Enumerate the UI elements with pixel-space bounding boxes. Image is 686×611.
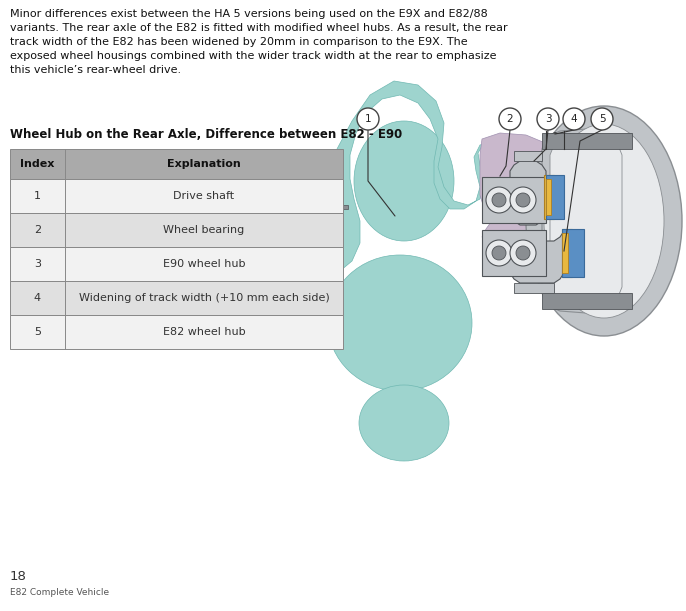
Ellipse shape — [359, 385, 449, 461]
Bar — [542, 133, 632, 149]
Ellipse shape — [492, 193, 506, 207]
Polygon shape — [482, 193, 564, 251]
Bar — [562, 229, 572, 277]
Bar — [10, 247, 343, 281]
Text: Index: Index — [21, 159, 55, 169]
Text: E90 wheel hub: E90 wheel hub — [163, 259, 246, 269]
Text: Wheel Hub on the Rear Axle, Difference between E82 - E90: Wheel Hub on the Rear Axle, Difference b… — [10, 128, 402, 141]
Text: 1: 1 — [365, 114, 371, 124]
Text: Widening of track width (+10 mm each side): Widening of track width (+10 mm each sid… — [79, 293, 329, 303]
Text: 1: 1 — [34, 191, 41, 201]
Text: 2: 2 — [34, 225, 41, 235]
Polygon shape — [262, 81, 518, 306]
Text: E82 wheel hub: E82 wheel hub — [163, 327, 246, 337]
Text: 3: 3 — [545, 114, 552, 124]
Text: Drive shaft: Drive shaft — [174, 191, 235, 201]
Polygon shape — [480, 133, 572, 237]
Ellipse shape — [544, 124, 664, 318]
Polygon shape — [550, 139, 622, 303]
Text: 5: 5 — [599, 114, 605, 124]
Ellipse shape — [516, 246, 530, 260]
Bar — [546, 179, 551, 215]
Ellipse shape — [526, 106, 682, 336]
Text: 3: 3 — [34, 259, 41, 269]
Ellipse shape — [357, 108, 379, 130]
Ellipse shape — [492, 246, 506, 260]
Ellipse shape — [537, 108, 559, 130]
Bar — [10, 179, 343, 213]
Text: E82 Complete Vehicle: E82 Complete Vehicle — [10, 588, 109, 597]
Bar — [546, 175, 564, 219]
Polygon shape — [542, 129, 628, 313]
Ellipse shape — [486, 240, 512, 266]
Bar — [544, 175, 554, 219]
Bar — [10, 281, 343, 315]
Text: 5: 5 — [34, 327, 41, 337]
Ellipse shape — [486, 187, 512, 213]
Polygon shape — [510, 231, 564, 283]
Bar — [10, 315, 343, 349]
Ellipse shape — [591, 108, 613, 130]
Polygon shape — [514, 283, 554, 293]
Ellipse shape — [510, 187, 536, 213]
Ellipse shape — [510, 240, 536, 266]
Ellipse shape — [499, 108, 521, 130]
Text: Minor differences exist between the HA 5 versions being used on the E9X and E82/: Minor differences exist between the HA 5… — [10, 9, 508, 75]
Polygon shape — [510, 161, 546, 225]
Bar — [336, 205, 348, 209]
Text: 4: 4 — [571, 114, 578, 124]
Bar — [10, 213, 343, 247]
Text: 4: 4 — [34, 293, 41, 303]
Text: Explanation: Explanation — [167, 159, 241, 169]
Ellipse shape — [516, 193, 530, 207]
Bar — [542, 293, 632, 309]
Polygon shape — [514, 151, 542, 161]
Text: 18: 18 — [10, 570, 27, 583]
Bar — [482, 230, 546, 276]
Bar — [482, 177, 546, 223]
Text: Wheel bearing: Wheel bearing — [163, 225, 245, 235]
Text: 2: 2 — [507, 114, 513, 124]
Ellipse shape — [328, 255, 472, 391]
Bar — [10, 149, 343, 179]
Ellipse shape — [354, 121, 454, 241]
Bar — [562, 229, 584, 277]
Ellipse shape — [563, 108, 585, 130]
Bar — [562, 233, 568, 273]
